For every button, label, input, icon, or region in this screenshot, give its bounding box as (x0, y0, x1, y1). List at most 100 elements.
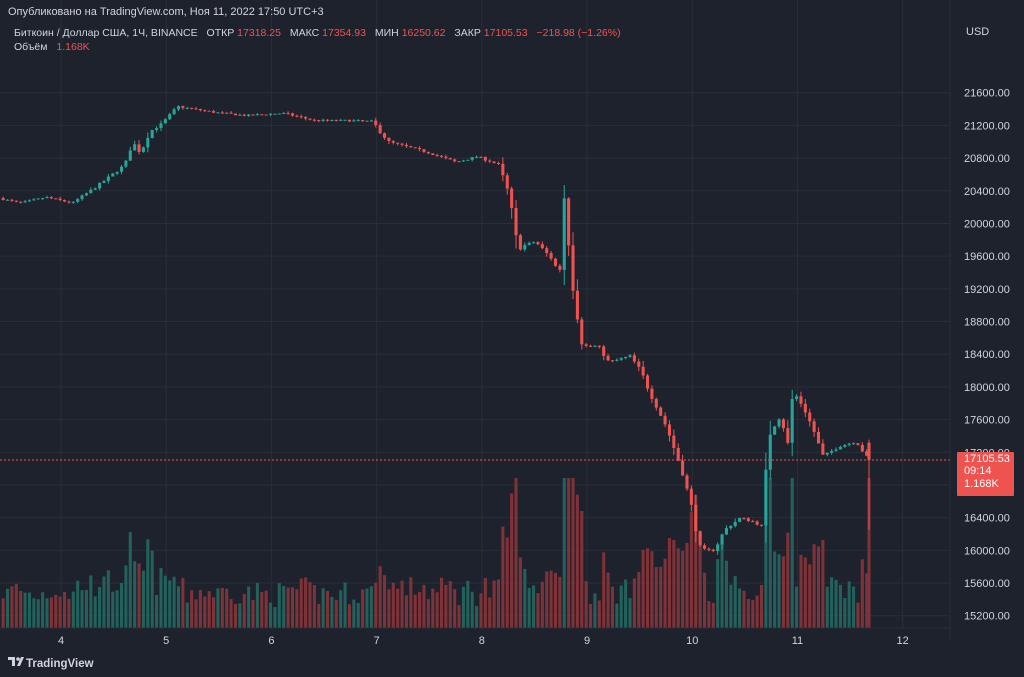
volume-bar (558, 576, 562, 628)
candle-body (720, 534, 724, 545)
candle-body (62, 200, 67, 202)
candle-body (418, 148, 422, 150)
candle-body (676, 447, 680, 461)
candle-body (795, 396, 799, 400)
volume-bar (764, 478, 768, 628)
close-label: ЗАКР (454, 27, 480, 39)
volume-bar (304, 577, 308, 628)
time-axis[interactable]: 4 5 6 7 8 9 10 11 12 (0, 627, 950, 647)
candle-body (553, 258, 558, 266)
volume-bar (1, 598, 5, 628)
candle-body (847, 443, 851, 445)
volume-bar (435, 592, 439, 628)
volume-bar (365, 588, 369, 628)
volume-bar (751, 600, 755, 628)
candle-body (80, 195, 84, 200)
volume-bar (448, 581, 452, 628)
candle-body (1, 198, 5, 201)
price-tick-label: 17600.00 (964, 415, 1010, 427)
volume-bar (444, 584, 448, 628)
candle-body (277, 113, 281, 115)
candle-body (387, 137, 391, 142)
price-tick-label: 21200.00 (964, 120, 1010, 132)
candle-body (176, 106, 181, 110)
last-price-badge: 17105.53 09:14 1.168K (957, 452, 1014, 497)
volume-bar (707, 600, 711, 628)
volume-bar (838, 584, 842, 628)
volume-bar (808, 564, 812, 628)
volume-bar (71, 591, 75, 628)
candle-body (286, 112, 290, 114)
volume-bar (461, 586, 465, 628)
volume-bar (646, 548, 650, 628)
candle-body (247, 114, 251, 116)
candle-body (716, 544, 720, 552)
volume-bar (628, 598, 632, 628)
volume-bar (488, 597, 492, 628)
price-tick-label: 18800.00 (964, 317, 1010, 329)
candle-body (702, 545, 707, 549)
volume-bar (185, 602, 189, 628)
price-axis[interactable]: USD 15200.0015600.0016000.0016400.001680… (949, 0, 1024, 640)
candle-body (150, 129, 154, 138)
candle-body (242, 114, 246, 116)
tradingview-logo[interactable]: TradingView (8, 657, 94, 670)
candle-body (834, 449, 838, 451)
candle-body (32, 199, 36, 201)
volume-bar (755, 595, 759, 628)
volume-bar (470, 591, 474, 628)
volume-bar (532, 585, 536, 628)
candle-body (667, 424, 671, 436)
candle-body (49, 197, 53, 199)
candle-body (181, 106, 185, 108)
volume-bar (860, 559, 864, 628)
price-tick-label: 20800.00 (964, 153, 1010, 165)
candle-body (659, 407, 663, 416)
candle-body (602, 346, 606, 356)
volume-bar (781, 556, 785, 628)
candle-body (466, 159, 470, 161)
symbol-legend[interactable]: Биткоин / Доллар США, 1Ч, BINANCE ОТКР 1… (14, 27, 621, 53)
volume-bar (181, 577, 185, 628)
volume-bar (308, 582, 312, 628)
candle-body (216, 112, 220, 114)
price-tick-label: 20000.00 (964, 218, 1010, 230)
volume-bar (812, 544, 816, 628)
candle-body (786, 428, 790, 443)
volume-bar (825, 586, 829, 628)
candle-body (610, 360, 615, 362)
candle-body (707, 548, 711, 550)
volume-bar (702, 572, 707, 628)
volume-bar (98, 587, 102, 628)
volume-bar (492, 580, 496, 628)
candle-body (759, 524, 764, 526)
volume-bar (260, 592, 264, 628)
volume-bar (786, 532, 790, 628)
candle-body (593, 345, 597, 347)
candle-body (457, 161, 461, 163)
volume-bar (575, 494, 579, 628)
candle-body (317, 120, 321, 122)
volume-bar (176, 586, 181, 628)
volume-bar (141, 570, 145, 628)
candle-body (558, 265, 562, 270)
legend-line: Биткоин / Доллар США, 1Ч, BINANCE ОТКР 1… (14, 27, 621, 39)
candle-body (663, 415, 667, 425)
candle-body (255, 114, 259, 116)
volume-bar (724, 560, 728, 628)
time-tick-label: 5 (163, 635, 169, 647)
time-tick-label: 4 (58, 635, 64, 647)
candle-body (816, 431, 821, 444)
candle-body (58, 198, 62, 201)
volume-bar (374, 582, 378, 628)
volume-bar (190, 590, 194, 628)
volume-bar (619, 585, 623, 628)
price-tick-label: 15600.00 (964, 578, 1010, 590)
candle-body (229, 112, 233, 114)
candle-body (115, 171, 119, 174)
volume-bar (729, 584, 733, 628)
volume-bar (742, 590, 746, 628)
volume-bar (496, 579, 501, 628)
volume-bar (396, 588, 400, 628)
